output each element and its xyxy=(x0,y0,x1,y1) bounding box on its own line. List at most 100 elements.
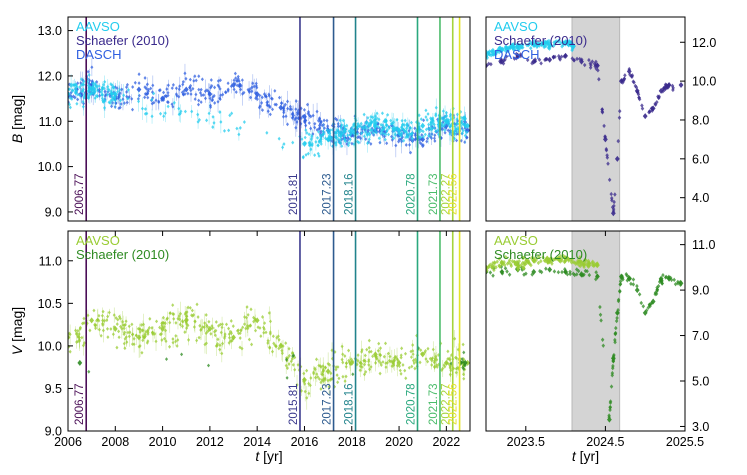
data-point xyxy=(613,331,618,337)
data-point xyxy=(262,330,266,335)
data-point xyxy=(213,101,217,105)
data-point xyxy=(75,101,79,106)
data-point xyxy=(284,114,288,119)
panel-b-timeline: 2006.77 2015.81 2017.23 2018.16 2020.78 2021.… xyxy=(9,16,471,222)
data-point xyxy=(164,357,169,362)
data-point xyxy=(360,349,364,354)
data-point xyxy=(158,325,162,330)
data-point xyxy=(401,363,405,367)
data-point xyxy=(216,99,220,104)
data-point xyxy=(671,87,675,93)
data-point xyxy=(181,319,185,324)
data-point xyxy=(610,365,615,371)
data-point xyxy=(399,353,403,358)
data-point xyxy=(236,76,240,81)
data-point xyxy=(86,313,90,318)
data-point xyxy=(395,356,399,361)
data-point xyxy=(445,361,449,366)
y-tick-label: 9.0 xyxy=(692,284,709,298)
data-point xyxy=(549,43,553,48)
y-tick-label: 13.0 xyxy=(38,24,62,38)
data-point xyxy=(114,100,118,105)
data-point xyxy=(547,257,551,262)
data-point xyxy=(132,342,136,347)
data-point xyxy=(229,331,233,336)
data-point xyxy=(520,255,525,261)
data-point xyxy=(419,117,423,122)
data-point xyxy=(413,133,417,138)
data-point xyxy=(425,136,429,141)
data-point xyxy=(539,61,543,66)
data-point xyxy=(328,134,332,139)
data-point xyxy=(143,85,147,90)
data-point xyxy=(347,358,351,363)
data-point xyxy=(377,359,381,363)
data-point xyxy=(219,120,223,124)
data-point xyxy=(180,324,184,329)
data-point xyxy=(396,133,400,138)
data-point xyxy=(410,136,414,141)
data-point xyxy=(123,323,127,328)
data-point xyxy=(423,350,427,355)
data-point xyxy=(178,322,182,327)
data-point xyxy=(90,65,94,70)
data-point xyxy=(175,93,179,98)
data-point xyxy=(539,259,543,264)
data-point xyxy=(322,377,326,382)
data-point xyxy=(307,132,311,137)
data-point xyxy=(396,358,400,362)
data-point xyxy=(112,325,116,329)
data-point xyxy=(394,143,398,148)
data-point xyxy=(234,90,238,94)
data-point xyxy=(141,322,146,327)
data-point xyxy=(435,363,439,368)
data-point xyxy=(136,96,140,101)
data-point xyxy=(212,121,216,125)
data-point xyxy=(166,83,170,88)
data-point xyxy=(453,124,457,129)
data-point xyxy=(196,119,200,124)
data-point xyxy=(81,321,85,326)
data-point xyxy=(415,333,419,338)
data-point xyxy=(237,79,241,83)
legend-entry: Schaefer (2010) xyxy=(494,247,587,262)
data-point xyxy=(176,316,180,321)
data-point xyxy=(556,270,561,275)
data-point xyxy=(373,122,377,127)
data-point xyxy=(268,331,272,336)
data-point xyxy=(103,106,107,110)
data-point xyxy=(190,313,194,318)
data-point xyxy=(150,101,154,106)
data-point xyxy=(87,369,91,374)
data-point xyxy=(407,131,411,136)
data-point xyxy=(629,281,633,287)
data-point xyxy=(560,269,564,275)
data-point xyxy=(317,140,321,144)
data-point xyxy=(236,328,240,333)
data-point xyxy=(379,122,383,127)
data-point xyxy=(395,117,399,122)
data-point xyxy=(490,49,494,54)
data-point xyxy=(319,380,323,385)
data-point xyxy=(447,362,451,367)
data-point xyxy=(152,91,156,96)
data-point xyxy=(177,87,181,92)
data-point xyxy=(318,126,322,130)
data-point xyxy=(365,347,369,352)
data-point xyxy=(382,354,386,359)
data-point xyxy=(524,271,528,276)
data-point xyxy=(76,92,80,97)
data-point xyxy=(162,324,166,329)
data-point xyxy=(640,106,645,111)
data-point xyxy=(500,271,505,276)
data-point xyxy=(449,117,453,122)
data-point xyxy=(393,355,397,360)
x-axis-unit: [yr] xyxy=(580,448,599,464)
data-point xyxy=(164,94,168,99)
data-point xyxy=(592,263,597,268)
data-point xyxy=(402,123,406,128)
data-point xyxy=(205,118,209,123)
data-point xyxy=(570,41,574,46)
data-point xyxy=(456,125,460,130)
data-point xyxy=(542,44,546,50)
